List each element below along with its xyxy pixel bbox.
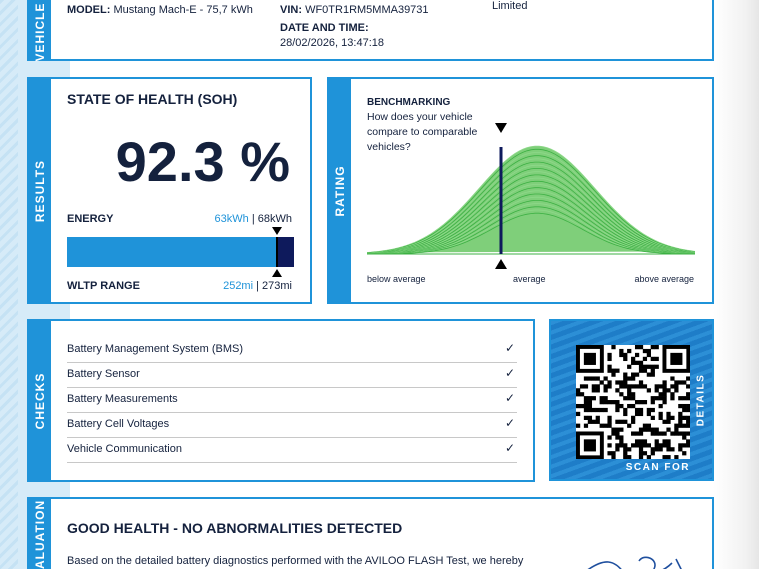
check-row: Battery Management System (BMS) ✓ xyxy=(67,338,517,363)
rating-card: RATING BENCHMARKING How does your vehicl… xyxy=(327,77,714,304)
check-item-label: Battery Cell Voltages xyxy=(67,418,170,430)
bell-curve-line xyxy=(367,180,696,255)
signature-icon xyxy=(587,556,682,569)
energy-separator: | xyxy=(248,213,258,225)
model-label: MODEL: xyxy=(67,4,111,16)
bar-marker-line xyxy=(276,237,278,267)
owner-value: Limited xyxy=(492,0,528,12)
range-separator: | xyxy=(253,280,263,292)
checks-side-label: CHECKS xyxy=(33,372,47,429)
average-marker-top-icon xyxy=(495,123,507,133)
checks-card: CHECKS Battery Management System (BMS) ✓… xyxy=(27,319,535,482)
bell-curve-line xyxy=(367,190,696,255)
range-label: WLTP RANGE xyxy=(67,280,140,292)
check-row: Battery Measurements ✓ xyxy=(67,388,517,413)
evaluation-side-label: EVALUATION xyxy=(33,499,47,569)
below-average-label: below average xyxy=(367,274,426,284)
energy-label: ENERGY xyxy=(67,213,114,225)
average-label: average xyxy=(513,274,546,284)
details-vertical: DETAILS xyxy=(694,345,708,455)
average-marker-bottom-icon xyxy=(495,259,507,269)
checks-side-tab: CHECKS xyxy=(29,321,51,480)
check-row: Battery Cell Voltages ✓ xyxy=(67,413,517,438)
benchmark-question: How does your vehicle compare to compara… xyxy=(367,110,477,155)
check-row: Battery Sensor ✓ xyxy=(67,363,517,388)
background-right-shadow xyxy=(713,0,759,569)
checkmark-icon: ✓ xyxy=(504,391,515,405)
bell-curve-line xyxy=(367,164,696,254)
vin-label: VIN: xyxy=(280,4,302,16)
bell-curve-line xyxy=(367,171,696,254)
soh-bar-fill xyxy=(67,237,277,267)
vin-value: WF0TR1RM5MMA39731 xyxy=(305,4,429,16)
check-item-label: Battery Sensor xyxy=(67,368,140,380)
model-line: MODEL: Mustang Mach-E - 75,7 kWh xyxy=(67,4,253,16)
bell-curve-line xyxy=(367,174,696,254)
check-item-label: Battery Management System (BMS) xyxy=(67,343,244,355)
above-average-label: above average xyxy=(634,274,694,284)
evaluation-side-tab: EVALUATION xyxy=(29,499,51,569)
datetime-value: 28/02/2026, 13:47:18 xyxy=(280,37,384,49)
energy-values: 63kWh | 68kWh xyxy=(215,213,292,225)
bell-curve-line xyxy=(367,152,696,254)
bell-curve-line xyxy=(367,161,696,254)
benchmark-question-line: compare to comparable xyxy=(367,126,478,138)
benchmark-title: BENCHMARKING xyxy=(367,97,451,108)
benchmark-curve-chart xyxy=(367,123,696,269)
soh-title: STATE OF HEALTH (SOH) xyxy=(67,91,238,107)
soh-value: 92.3 % xyxy=(115,130,290,193)
scan-for-label: SCAN FOR xyxy=(626,462,690,473)
check-row: Vehicle Communication ✓ xyxy=(67,438,517,463)
range-values: 252mi | 273mi xyxy=(223,280,292,292)
results-card: RESULTS STATE OF HEALTH (SOH) 92.3 % ENE… xyxy=(27,77,312,304)
rating-side-tab: RATING xyxy=(329,79,351,302)
bell-curve-line xyxy=(367,187,696,255)
benchmark-question-line: vehicles? xyxy=(367,141,411,153)
energy-current: 63kWh xyxy=(214,213,249,225)
background-stripe xyxy=(0,0,18,569)
details-label: DETAILS xyxy=(695,373,707,427)
evaluation-body: Based on the detailed battery diagnostic… xyxy=(67,555,524,567)
range-total: 273mi xyxy=(262,280,292,292)
vehicle-side-tab: VEHICLE xyxy=(29,0,51,62)
energy-total: 68kWh xyxy=(257,213,292,225)
bell-curve-line xyxy=(367,155,696,254)
evaluation-title: GOOD HEALTH - NO ABNORMALITIES DETECTED xyxy=(67,520,403,536)
bell-curve-line xyxy=(367,168,696,254)
vin-line: VIN: WF0TR1RM5MMA39731 xyxy=(280,4,429,16)
bell-curve-line xyxy=(367,177,696,254)
results-side-tab: RESULTS xyxy=(29,79,51,302)
results-side-label: RESULTS xyxy=(33,159,47,222)
vehicle-card: VEHICLE MODEL: Mustang Mach-E - 75,7 kWh… xyxy=(27,0,714,62)
qr-code-icon xyxy=(576,345,691,460)
checkmark-icon: ✓ xyxy=(504,341,515,355)
check-item-label: Vehicle Communication xyxy=(67,443,182,455)
bar-marker-top-icon xyxy=(272,227,282,235)
bell-curve-line xyxy=(367,193,696,255)
benchmark-question-line: How does your vehicle xyxy=(367,111,473,123)
qr-card[interactable]: DETAILS SCAN FOR xyxy=(549,319,714,481)
checkmark-icon: ✓ xyxy=(504,441,515,455)
vehicle-side-label: VEHICLE xyxy=(33,2,47,62)
bell-curve-lines xyxy=(367,145,696,255)
range-current: 252mi xyxy=(223,280,254,292)
bell-curve-line xyxy=(367,212,695,255)
datetime-label: DATE AND TIME: xyxy=(280,22,369,34)
check-item-label: Battery Measurements xyxy=(67,393,178,405)
bell-curve-line xyxy=(367,148,696,254)
bar-marker-bottom-icon xyxy=(272,269,282,277)
scan-label: SCAN FOR xyxy=(625,462,690,473)
bell-curve-line xyxy=(367,184,696,255)
checkmark-icon: ✓ xyxy=(504,416,515,430)
bell-curve-line xyxy=(367,158,696,254)
soh-bar-track xyxy=(67,227,294,277)
qr-code[interactable] xyxy=(576,345,691,460)
checkmark-icon: ✓ xyxy=(504,366,515,380)
evaluation-card: EVALUATION GOOD HEALTH - NO ABNORMALITIE… xyxy=(27,497,714,569)
rating-side-label: RATING xyxy=(333,164,347,217)
model-value: Mustang Mach-E - 75,7 kWh xyxy=(113,4,253,16)
